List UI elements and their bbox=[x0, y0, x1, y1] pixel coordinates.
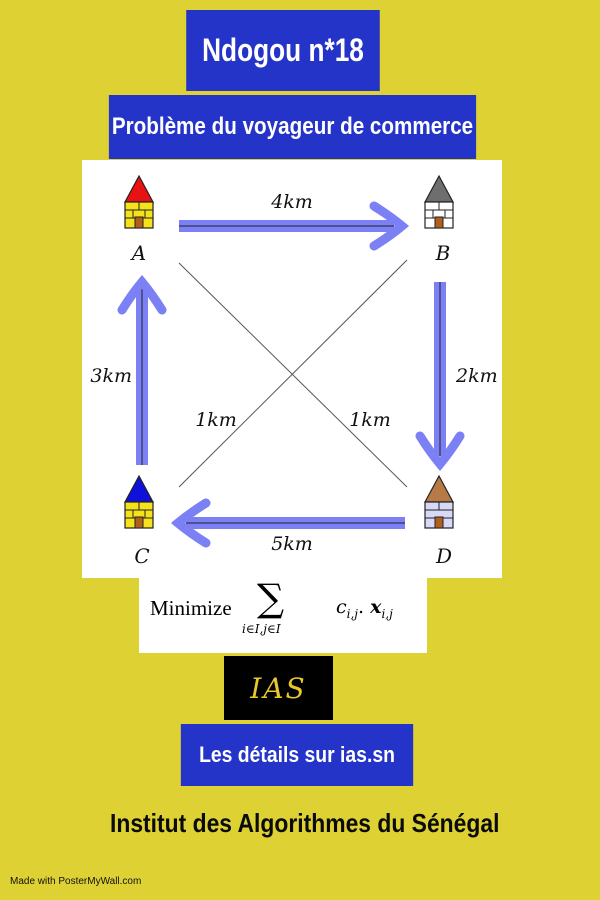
formula-c: c bbox=[336, 596, 347, 618]
details-link[interactable]: Les détails sur ias.sn bbox=[180, 724, 414, 786]
edge-label-b-d: 2km bbox=[455, 365, 498, 387]
arrow-b-d bbox=[415, 282, 465, 472]
edge-label-d-c: 5km bbox=[271, 533, 313, 555]
edge-label-a-d: 1km bbox=[349, 409, 391, 431]
edge-a-d bbox=[178, 262, 408, 488]
objective-formula: Minimize ∑ i∈I,j∈I ci,j. xi,j bbox=[139, 572, 427, 653]
formula-dot: . bbox=[358, 596, 371, 618]
formula-sigma: ∑ bbox=[257, 576, 285, 620]
edge-label-a-b: 4km bbox=[270, 191, 313, 213]
house-b-roof bbox=[423, 174, 455, 203]
house-d-roof bbox=[423, 474, 455, 503]
tsp-diagram: 4km 2km 5km 3km 1km 1km A bbox=[82, 160, 502, 578]
edge-label-b-c: 1km bbox=[195, 409, 237, 431]
formula-x: x bbox=[370, 596, 382, 618]
node-label-d: D bbox=[435, 544, 452, 568]
formula-word: Minimize bbox=[150, 596, 232, 620]
node-label-b: B bbox=[435, 241, 451, 265]
formula-subscript: i∈I,j∈I bbox=[242, 622, 281, 636]
house-a-icon bbox=[123, 174, 155, 229]
house-c-roof bbox=[123, 474, 155, 503]
node-label-a: A bbox=[130, 241, 146, 265]
arrow-d-c bbox=[170, 498, 405, 548]
house-c-icon bbox=[123, 474, 155, 529]
institute-name: Institut des Algorithmes du Sénégal bbox=[110, 808, 500, 838]
house-b-icon bbox=[423, 174, 455, 229]
credit-text: Made with PosterMyWall.com bbox=[10, 876, 142, 887]
arrow-c-a bbox=[117, 274, 167, 465]
poster-title: Ndogou n*18 bbox=[186, 10, 380, 91]
house-d-icon bbox=[423, 474, 455, 529]
formula-x-sub: i,j bbox=[381, 606, 393, 621]
edge-b-c bbox=[178, 259, 408, 488]
house-a-roof bbox=[123, 174, 155, 203]
edge-label-c-a: 3km bbox=[90, 365, 132, 387]
formula-c-sub: i,j bbox=[346, 606, 359, 621]
node-label-c: C bbox=[134, 544, 149, 568]
poster-subtitle: Problème du voyageur de commerce bbox=[108, 95, 477, 159]
ias-logo: IAS bbox=[224, 656, 333, 720]
tsp-graph: 4km 2km 5km 3km 1km 1km A bbox=[90, 174, 498, 568]
ias-logo-text: IAS bbox=[250, 671, 307, 705]
arrow-a-b bbox=[179, 201, 410, 251]
formula-term: ci,j. xi,j bbox=[336, 596, 393, 621]
